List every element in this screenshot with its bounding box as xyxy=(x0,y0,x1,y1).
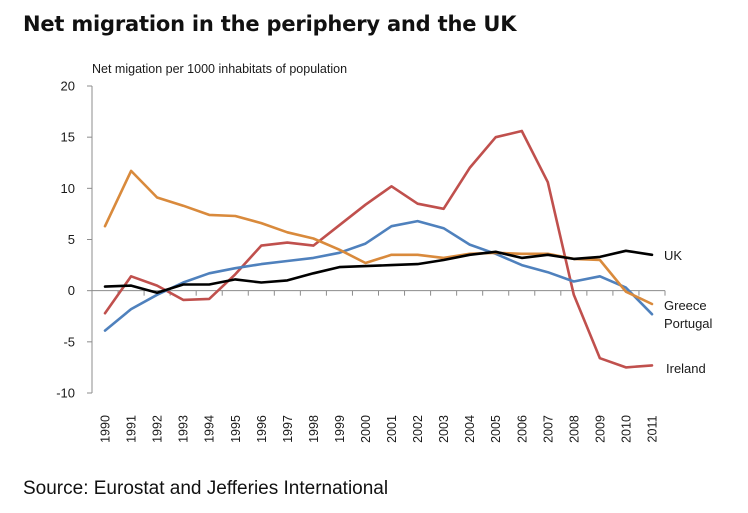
series-line-uk xyxy=(103,249,654,295)
x-tick-label: 2004 xyxy=(463,415,477,443)
x-tick-labels: 1990 1991 1992 1993 1994 1995 1996 1997 1998 1999… xyxy=(99,415,660,443)
x-tick-label: 2007 xyxy=(541,415,555,443)
x-tick-label: 2001 xyxy=(385,415,399,443)
x-tick-label: 1993 xyxy=(177,415,191,443)
y-tick-label: 5 xyxy=(68,232,75,247)
series-label-portugal: Portugal xyxy=(664,316,713,331)
y-axis-label: Net migation per 1000 inhabitats of popu… xyxy=(92,62,347,76)
x-tick-label: 2008 xyxy=(567,415,581,443)
chart-axes xyxy=(87,85,666,394)
y-tick-label: 10 xyxy=(61,181,75,196)
series-label-uk: UK xyxy=(664,248,682,263)
series-line-portugal xyxy=(103,219,654,332)
series-label-greece: Greece xyxy=(664,298,707,313)
series-label-ireland: Ireland xyxy=(666,361,706,376)
x-tick-label: 2000 xyxy=(359,415,373,443)
x-tick-label: 1998 xyxy=(307,415,321,443)
x-tick-label: 1990 xyxy=(99,415,113,443)
x-tick-label: 2003 xyxy=(437,415,451,443)
x-tick-label: 1992 xyxy=(151,415,165,443)
line-chart: Net migation per 1000 inhabitats of popu… xyxy=(56,62,713,443)
y-tick-label: 20 xyxy=(61,79,75,94)
page-title: Net migration in the periphery and the U… xyxy=(23,12,517,36)
y-tick-label: -5 xyxy=(63,334,75,349)
y-tick-label: 15 xyxy=(61,130,75,145)
y-tick-label: -10 xyxy=(56,386,75,401)
x-tick-label: 1999 xyxy=(333,415,347,443)
x-tick-label: 1996 xyxy=(255,415,269,443)
x-tick-label: 2005 xyxy=(489,415,503,443)
source-note: Source: Eurostat and Jefferies Internati… xyxy=(23,478,389,499)
series-lines xyxy=(103,129,654,369)
x-tick-label: 2002 xyxy=(411,415,425,443)
x-tick-label: 1994 xyxy=(203,415,217,443)
x-tick-label: 2011 xyxy=(645,416,659,443)
x-tick-label: 2006 xyxy=(515,415,529,443)
series-line-ireland xyxy=(103,129,654,369)
y-tick-label: 0 xyxy=(68,283,75,298)
series-labels: UK Greece Portugal Ireland xyxy=(664,248,713,376)
x-tick-label: 2010 xyxy=(619,415,633,443)
x-tick-label: 1991 xyxy=(125,415,139,443)
x-tick-label: 1997 xyxy=(281,415,295,443)
x-tick-label: 1995 xyxy=(229,415,243,443)
y-tick-labels: 20 15 10 5 0 -5 -10 xyxy=(56,79,75,401)
x-tick-label: 2009 xyxy=(593,415,607,443)
